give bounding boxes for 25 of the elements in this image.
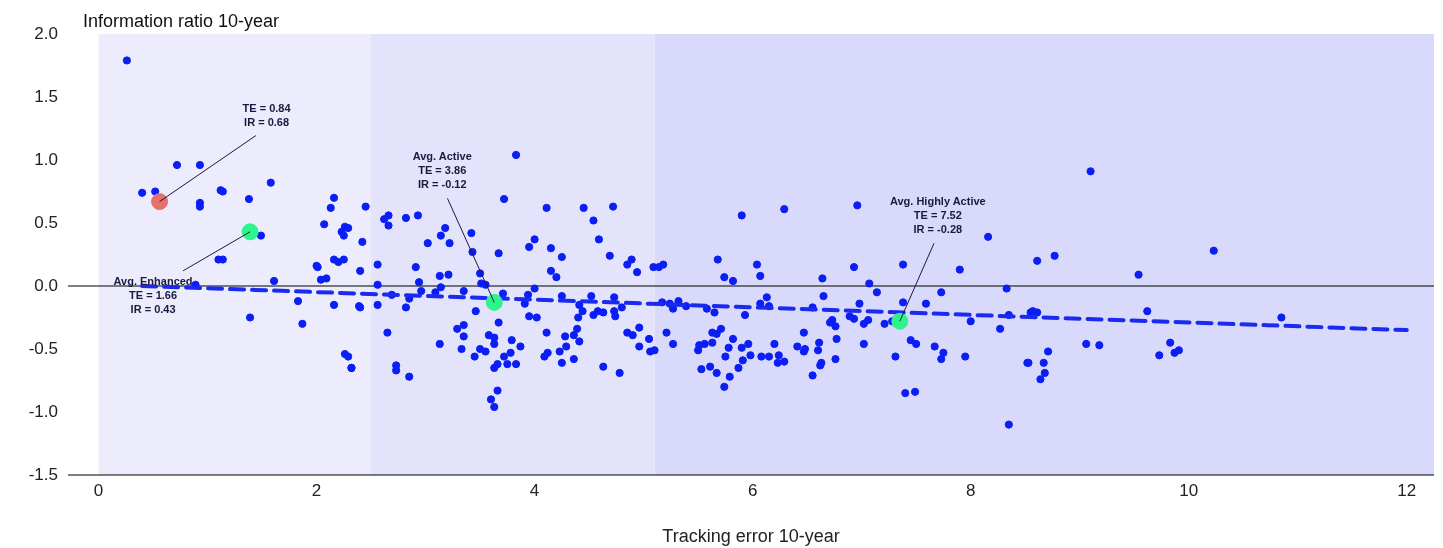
point — [151, 193, 169, 211]
annotation: TE = 0.84 IR = 0.68 — [242, 101, 292, 128]
x-tick-label: 4 — [529, 480, 540, 500]
x-tick-label: 2 — [311, 480, 322, 500]
y-tick-label: 0.5 — [34, 212, 58, 232]
annotation: Avg. Enhanced TE = 1.66 IR = 0.43 — [113, 274, 193, 315]
x-tick-label: 6 — [747, 480, 758, 500]
x-axis-title: Tracking error 10-year — [662, 526, 840, 547]
x-tick-label: 10 — [1179, 480, 1199, 500]
x-tick-label: 12 — [1397, 480, 1417, 500]
annotation: Avg. Active TE = 3.86 IR = -0.12 — [412, 150, 472, 191]
point — [485, 293, 503, 311]
y-tick-label: -0.5 — [28, 338, 58, 358]
x-tick-label: 0 — [93, 480, 104, 500]
y-tick-label: 1.0 — [34, 149, 58, 169]
y-axis-title: Information ratio 10-year — [83, 11, 280, 31]
y-tick-label: 0.0 — [34, 275, 58, 295]
y-tick-label: 1.5 — [34, 86, 58, 106]
point — [891, 312, 909, 330]
x-tick-label: 8 — [965, 480, 976, 500]
y-tick-label: 2.0 — [34, 23, 58, 43]
y-tick-label: -1.5 — [28, 464, 58, 484]
point — [241, 223, 259, 241]
annotation: Avg. Highly Active TE = 7.52 IR = -0.28 — [889, 195, 986, 236]
y-tick-label: -1.0 — [28, 401, 58, 421]
